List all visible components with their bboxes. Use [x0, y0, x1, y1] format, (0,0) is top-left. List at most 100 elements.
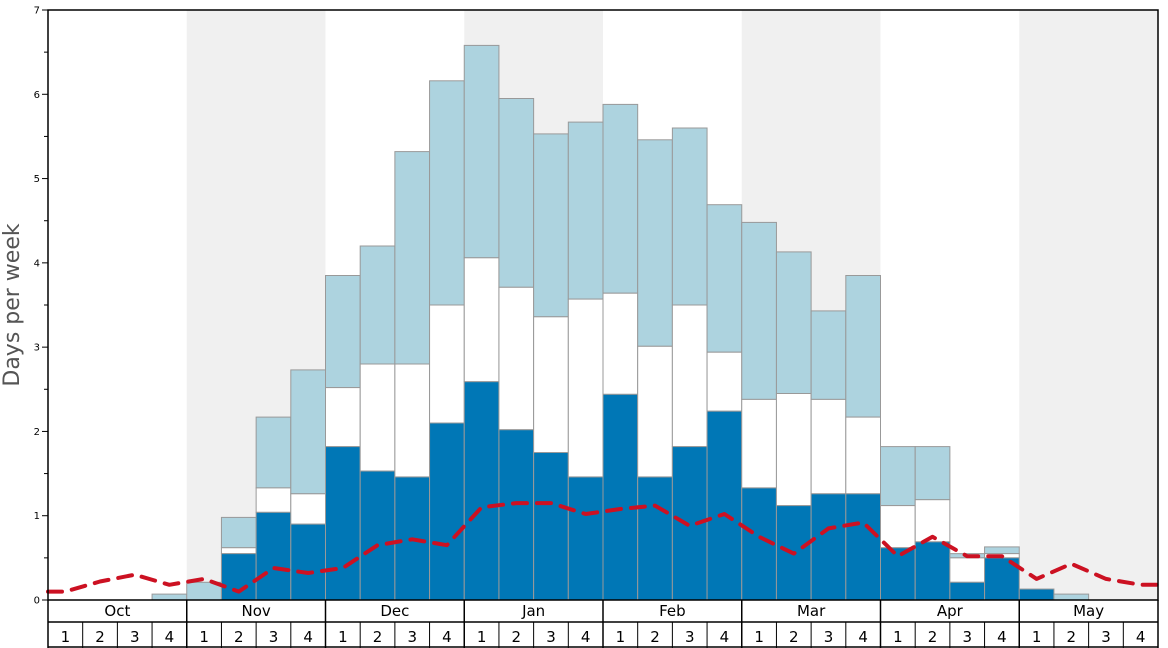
month-label-feb: Feb — [659, 602, 686, 620]
week-label-may-4: 4 — [1136, 628, 1146, 646]
bar-middle-16 — [602, 292, 639, 395]
bar-dark-24 — [880, 547, 916, 601]
bar-light-9 — [359, 245, 396, 365]
month-label-mar: Mar — [797, 602, 826, 620]
bar-middle-22 — [810, 398, 847, 495]
bar-dark-6 — [255, 511, 292, 601]
bar-light-19 — [706, 204, 743, 353]
week-label-apr-1: 1 — [893, 628, 903, 646]
bar-middle-20 — [741, 398, 777, 489]
y-tick-label-2: 2 — [34, 427, 40, 438]
week-label-apr-2: 2 — [928, 628, 938, 646]
bar-middle-15 — [567, 298, 604, 478]
bar-middle-6 — [255, 487, 292, 513]
month-shade-may — [1019, 10, 1158, 600]
week-label-jan-2: 2 — [512, 628, 522, 646]
bar-light-21 — [775, 251, 812, 394]
week-label-nov-3: 3 — [269, 628, 279, 646]
bar-light-24 — [880, 446, 916, 507]
week-label-mar-3: 3 — [824, 628, 834, 646]
y-tick-label-7: 7 — [34, 6, 40, 17]
week-label-nov-4: 4 — [303, 628, 313, 646]
bar-light-16 — [602, 103, 639, 294]
bar-light-15 — [567, 121, 604, 300]
bar-middle-13 — [498, 286, 535, 431]
month-label-jan: Jan — [521, 602, 545, 620]
bar-middle-14 — [533, 316, 569, 453]
week-label-may-3: 3 — [1101, 628, 1111, 646]
bar-middle-19 — [706, 351, 743, 412]
bar-light-20 — [741, 221, 777, 400]
week-label-feb-2: 2 — [650, 628, 660, 646]
bar-light-5 — [220, 516, 257, 549]
bar-light-17 — [637, 139, 673, 347]
bar-light-3 — [151, 593, 188, 601]
bar-dark-14 — [533, 452, 569, 601]
bar-light-27 — [984, 546, 1020, 555]
trend-line-group — [46, 501, 1160, 594]
y-axis: 0 1 2 3 4 5 6 7 — [34, 6, 48, 607]
week-label-may-1: 1 — [1032, 628, 1042, 646]
month-label-oct: Oct — [104, 602, 130, 620]
bar-dark-12 — [463, 381, 500, 601]
bar-light-13 — [498, 98, 535, 288]
bar-dark-8 — [325, 446, 361, 601]
bar-middle-8 — [325, 387, 361, 448]
y-tick-label-3: 3 — [34, 343, 40, 354]
bar-dark-23 — [845, 493, 881, 601]
bar-light-6 — [255, 416, 292, 489]
bar-dark-25 — [914, 541, 951, 601]
y-tick-label-0: 0 — [34, 596, 40, 607]
bar-light-10 — [394, 151, 431, 365]
bar-light-29 — [1053, 593, 1090, 601]
bar-dark-22 — [810, 493, 847, 601]
week-label-jan-1: 1 — [477, 628, 487, 646]
bar-middle-9 — [359, 363, 396, 472]
week-label-oct-4: 4 — [165, 628, 175, 646]
week-label-dec-1: 1 — [338, 628, 348, 646]
bar-light-23 — [845, 275, 881, 418]
bar-light-7 — [290, 369, 326, 495]
month-label-dec: Dec — [380, 602, 409, 620]
bar-middle-26 — [949, 557, 986, 583]
bar-light-18 — [671, 127, 708, 306]
y-axis-label: Days per week — [0, 223, 25, 386]
week-label-jan-3: 3 — [546, 628, 556, 646]
bar-middle-18 — [671, 304, 708, 448]
bar-dark-13 — [498, 429, 535, 601]
y-tick-label-6: 6 — [34, 90, 40, 101]
bar-middle-11 — [429, 304, 465, 424]
bar-light-8 — [325, 275, 361, 389]
bar-middle-10 — [394, 363, 431, 478]
week-label-dec-4: 4 — [442, 628, 452, 646]
bar-middle-24 — [880, 505, 916, 549]
bar-light-25 — [914, 446, 951, 501]
bar-dark-17 — [637, 476, 673, 601]
week-label-oct-2: 2 — [95, 628, 105, 646]
month-label-apr: Apr — [937, 602, 964, 620]
bar-dark-28 — [1018, 588, 1055, 601]
trend-line — [46, 501, 1160, 594]
month-label-may: May — [1073, 602, 1104, 620]
week-label-mar-1: 1 — [754, 628, 764, 646]
bar-dark-19 — [706, 410, 743, 601]
week-label-dec-2: 2 — [373, 628, 383, 646]
week-label-mar-4: 4 — [858, 628, 868, 646]
week-label-dec-3: 3 — [407, 628, 417, 646]
bar-middle-12 — [463, 257, 500, 383]
week-label-nov-2: 2 — [234, 628, 244, 646]
week-label-feb-4: 4 — [720, 628, 730, 646]
bar-dark-16 — [602, 393, 639, 601]
bar-dark-15 — [567, 476, 604, 601]
bars — [151, 44, 1090, 601]
bar-light-12 — [463, 44, 500, 259]
bar-light-14 — [533, 133, 569, 318]
month-label-nov: Nov — [241, 602, 270, 620]
week-label-feb-1: 1 — [616, 628, 626, 646]
y-tick-label-1: 1 — [34, 511, 40, 522]
bar-dark-7 — [290, 523, 326, 601]
week-label-oct-3: 3 — [130, 628, 140, 646]
week-label-apr-3: 3 — [962, 628, 972, 646]
week-label-oct-1: 1 — [61, 628, 71, 646]
bar-middle-7 — [290, 493, 326, 525]
